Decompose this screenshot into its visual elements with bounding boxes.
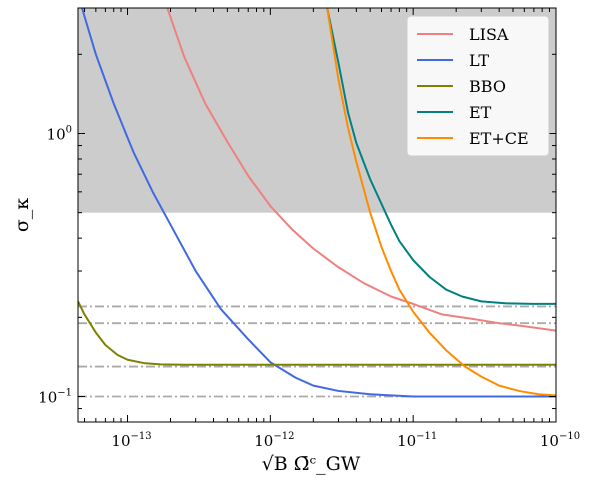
legend-label: LISA bbox=[469, 25, 509, 44]
x-axis-title: √B Ω̄ᶜ_GW bbox=[262, 453, 361, 475]
series-line-bbo bbox=[78, 300, 556, 366]
legend-label: ET+CE bbox=[469, 129, 529, 148]
x-tick-label: 10−11 bbox=[397, 431, 437, 450]
y-axis-title: σ_κ bbox=[11, 198, 33, 232]
x-tick-label: 10−13 bbox=[111, 431, 151, 450]
x-tick-label: 10−10 bbox=[540, 431, 580, 450]
x-tick-label: 10−12 bbox=[254, 431, 294, 450]
series-line-lt bbox=[81, 8, 556, 398]
legend-label: ET bbox=[469, 103, 492, 122]
legend-label: BBO bbox=[469, 77, 506, 96]
legend-label: LT bbox=[469, 51, 489, 70]
y-tick-label: 100 bbox=[47, 124, 72, 143]
series-line-et-plus-ce bbox=[326, 8, 556, 397]
y-tick-label: 10−1 bbox=[38, 388, 72, 407]
series-line-lisa bbox=[166, 8, 556, 332]
series-line-et bbox=[326, 8, 556, 305]
plot-frame bbox=[77, 7, 557, 423]
legend-box bbox=[406, 15, 550, 157]
